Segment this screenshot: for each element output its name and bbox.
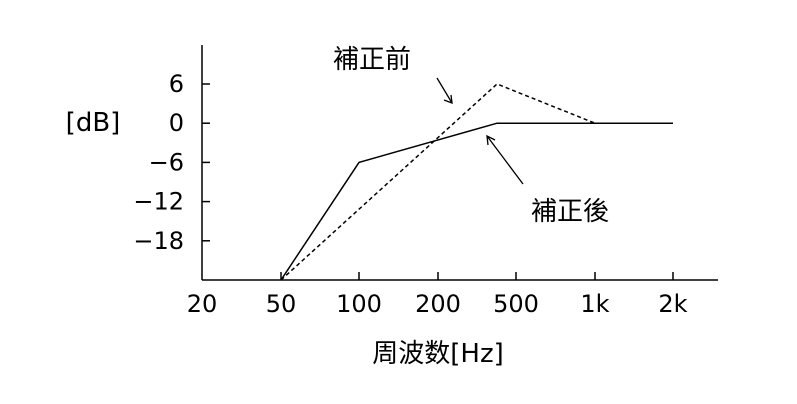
y-axis-label: [dB] bbox=[66, 108, 121, 138]
x-tick-label: 500 bbox=[493, 290, 539, 318]
annotation-after-arrowhead bbox=[486, 134, 496, 146]
y-tick-label: 0 bbox=[169, 109, 184, 137]
x-axis-label: 周波数[Hz] bbox=[372, 339, 504, 369]
y-tick-label: −12 bbox=[133, 188, 184, 216]
series-line-before bbox=[280, 83, 596, 281]
y-tick-label: 6 bbox=[169, 70, 184, 98]
x-tick-label: 20 bbox=[187, 290, 218, 318]
series-line-after bbox=[280, 122, 673, 281]
x-tick-label: 1k bbox=[580, 290, 609, 318]
x-tick-label: 2k bbox=[658, 290, 687, 318]
ticks: 20 50 100 200 500 1k 2k 6 0 −6 −12 −18 bbox=[133, 70, 687, 318]
annotation-after-label: 補正後 bbox=[531, 197, 609, 227]
y-tick-label: −6 bbox=[149, 148, 184, 176]
series-lines bbox=[280, 83, 673, 281]
x-tick-label: 100 bbox=[336, 290, 382, 318]
annotation-before-arrowhead bbox=[443, 94, 453, 104]
annotations: 補正前 補正後 bbox=[333, 45, 609, 227]
x-tick-label: 200 bbox=[415, 290, 461, 318]
y-tick-label: −18 bbox=[133, 227, 184, 255]
annotation-before-arrow-line bbox=[436, 77, 453, 104]
x-tick-label: 50 bbox=[266, 290, 297, 318]
axes bbox=[201, 45, 718, 281]
annotation-before-label: 補正前 bbox=[333, 45, 411, 75]
annotation-after-arrow-line bbox=[486, 135, 524, 185]
